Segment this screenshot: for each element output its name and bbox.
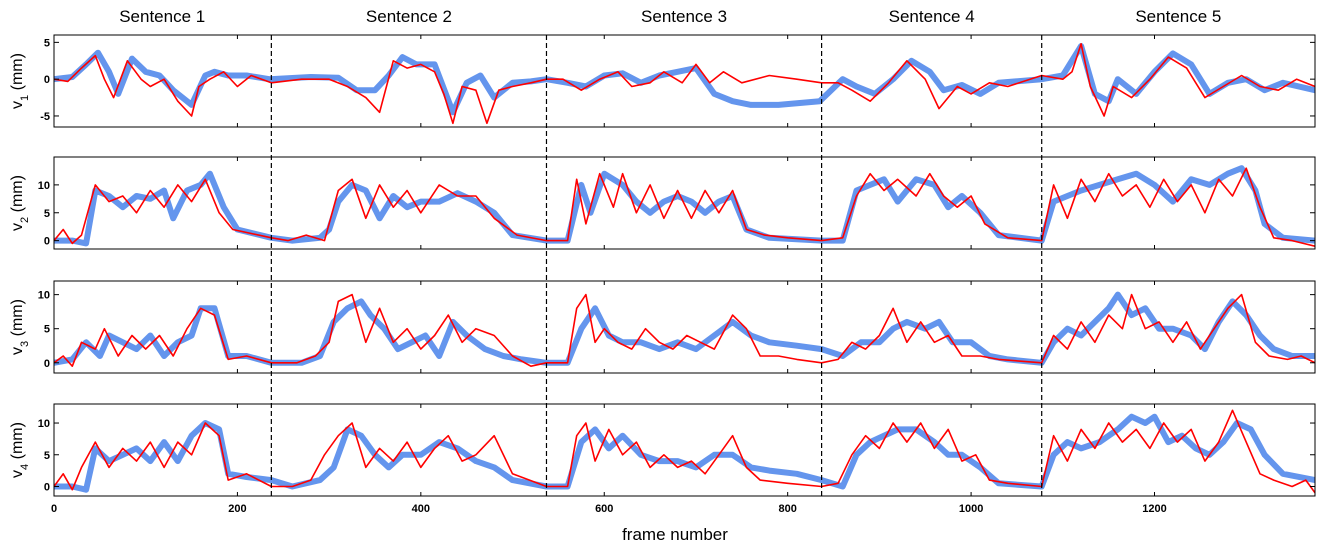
series-line-thin-v3 <box>54 293 1315 367</box>
y-axis-label-v3: v3 (mm) <box>9 299 31 355</box>
segment-boundaries <box>270 35 1043 496</box>
y-tick-label: 0 <box>44 481 50 493</box>
series-line-thin-v1 <box>54 43 1315 125</box>
x-tick-label: 400 <box>412 503 430 515</box>
panel-v3: 0 5 10 v3 (mm) <box>9 280 1316 374</box>
x-axis: 0 200 400 600 800 1000 1200 <box>51 503 1167 515</box>
series-line-thick-v4 <box>54 413 1315 493</box>
x-tick-label: 0 <box>51 503 57 515</box>
x-tick-label: 800 <box>778 503 796 515</box>
y-tick-label: 5 <box>44 324 50 336</box>
y-tick-label: 10 <box>38 180 50 192</box>
x-axis-label: frame number <box>622 525 728 544</box>
sentence-label-1: Sentence 1 <box>119 7 205 26</box>
sentence-labels: Sentence 1 Sentence 2 Sentence 3 Sentence 4… <box>119 7 1221 26</box>
y-tick-label: 5 <box>44 450 50 462</box>
series-line-thick-v2 <box>54 165 1315 247</box>
y-axis-label-v1: v1 (mm) <box>9 53 31 109</box>
y-axis-label-v2: v2 (mm) <box>9 175 31 231</box>
panel-frame <box>53 280 1316 374</box>
y-tick-label: 0 <box>44 74 50 86</box>
y-tick-label: 5 <box>44 37 50 49</box>
sentence-label-5: Sentence 5 <box>1135 7 1221 26</box>
y-tick-label: 10 <box>38 290 50 302</box>
y-tick-label: 5 <box>44 208 50 220</box>
x-tick-label: 600 <box>595 503 613 515</box>
panel-v2: 0 5 10 v2 (mm) <box>9 156 1316 250</box>
series-line-thick-v3 <box>54 291 1315 366</box>
x-tick-label: 200 <box>228 503 246 515</box>
sentence-label-4: Sentence 4 <box>889 7 975 26</box>
panel-frame <box>53 34 1316 128</box>
panel-frame <box>53 156 1316 250</box>
series-line-thin-v2 <box>54 167 1315 247</box>
sentence-label-3: Sentence 3 <box>641 7 727 26</box>
panel-v4: 0 5 10 v4 (mm) <box>9 403 1316 497</box>
series-line-thin-v4 <box>54 409 1315 494</box>
sentence-label-2: Sentence 2 <box>366 7 452 26</box>
y-tick-label: 10 <box>38 418 50 430</box>
y-tick-label: 0 <box>44 358 50 370</box>
panel-v1: -5 0 5 v1 (mm) <box>9 34 1316 128</box>
y-tick-label: 0 <box>44 236 50 248</box>
x-tick-label: 1000 <box>959 503 983 515</box>
y-axis-label-v4: v4 (mm) <box>9 422 31 478</box>
panel-frame <box>53 403 1316 497</box>
series-line-thick-v1 <box>54 43 1315 116</box>
x-tick-label: 1200 <box>1142 503 1166 515</box>
panels: -5 0 5 v1 (mm) 0 5 10 v2 (mm) 0 5 10 v3 (mm) 0 5 10 v4 … <box>9 34 1316 497</box>
y-tick-label: -5 <box>40 111 50 123</box>
